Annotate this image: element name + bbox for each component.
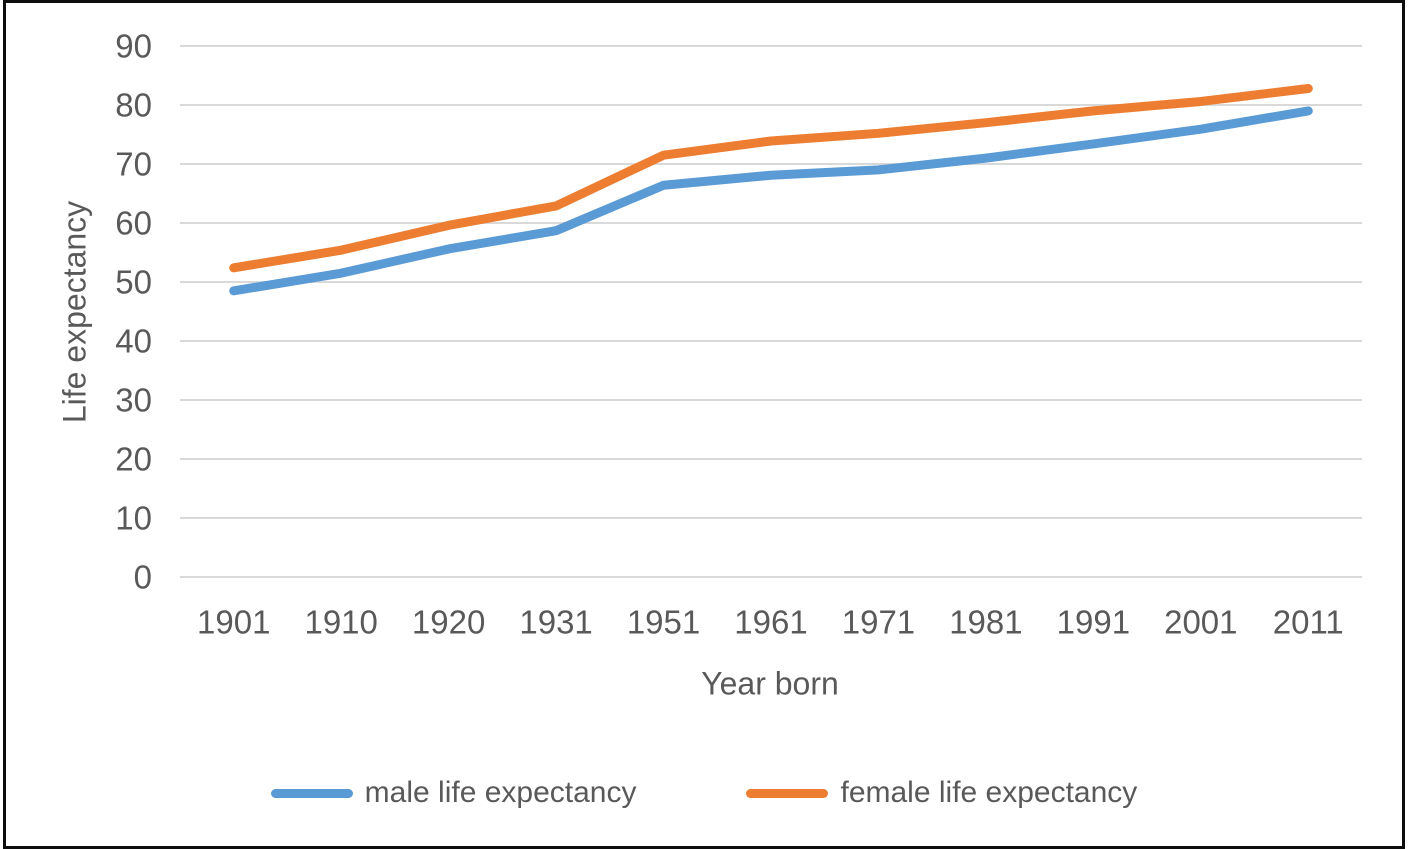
y-tick-label: 90: [115, 28, 152, 65]
series-line-male: [229, 106, 1313, 296]
legend-item-male: male life expectancy: [270, 776, 637, 810]
x-tick-label: 2011: [1273, 604, 1344, 641]
chart-legend: male life expectancy female life expecta…: [0, 776, 1408, 810]
x-tick-label: 1991: [1057, 604, 1130, 641]
female-series-label: female life expectancy: [840, 776, 1138, 809]
x-tick-label: 1951: [627, 604, 700, 641]
x-tick-label: 2001: [1164, 604, 1237, 641]
x-tick-label: 1920: [412, 604, 485, 641]
male-series-label: male life expectancy: [364, 776, 637, 809]
x-axis-title: Year born: [701, 665, 839, 702]
x-tick-label: 1981: [949, 604, 1022, 641]
series-line-female: [229, 83, 1313, 273]
legend-item-female: female life expectancy: [746, 776, 1137, 810]
x-tick-label: 1931: [519, 604, 592, 641]
y-tick-label: 50: [115, 264, 152, 301]
x-tick-label: 1901: [197, 604, 270, 641]
y-tick-label: 10: [115, 500, 152, 537]
y-tick-label: 60: [115, 205, 152, 242]
x-tick-label: 1971: [842, 604, 915, 641]
y-tick-label: 30: [115, 382, 152, 419]
y-tick-label: 20: [115, 441, 152, 478]
y-axis-title: Life expectancy: [56, 200, 93, 424]
x-tick-label: 1910: [304, 604, 377, 641]
x-tick-label: 1961: [734, 604, 807, 641]
female-series-swatch: [746, 788, 829, 798]
y-tick-label: 70: [115, 146, 152, 183]
y-tick-label: 40: [115, 323, 152, 360]
male-series-swatch: [270, 788, 353, 798]
y-tick-label: 0: [134, 559, 152, 596]
y-tick-label: 80: [115, 87, 152, 124]
